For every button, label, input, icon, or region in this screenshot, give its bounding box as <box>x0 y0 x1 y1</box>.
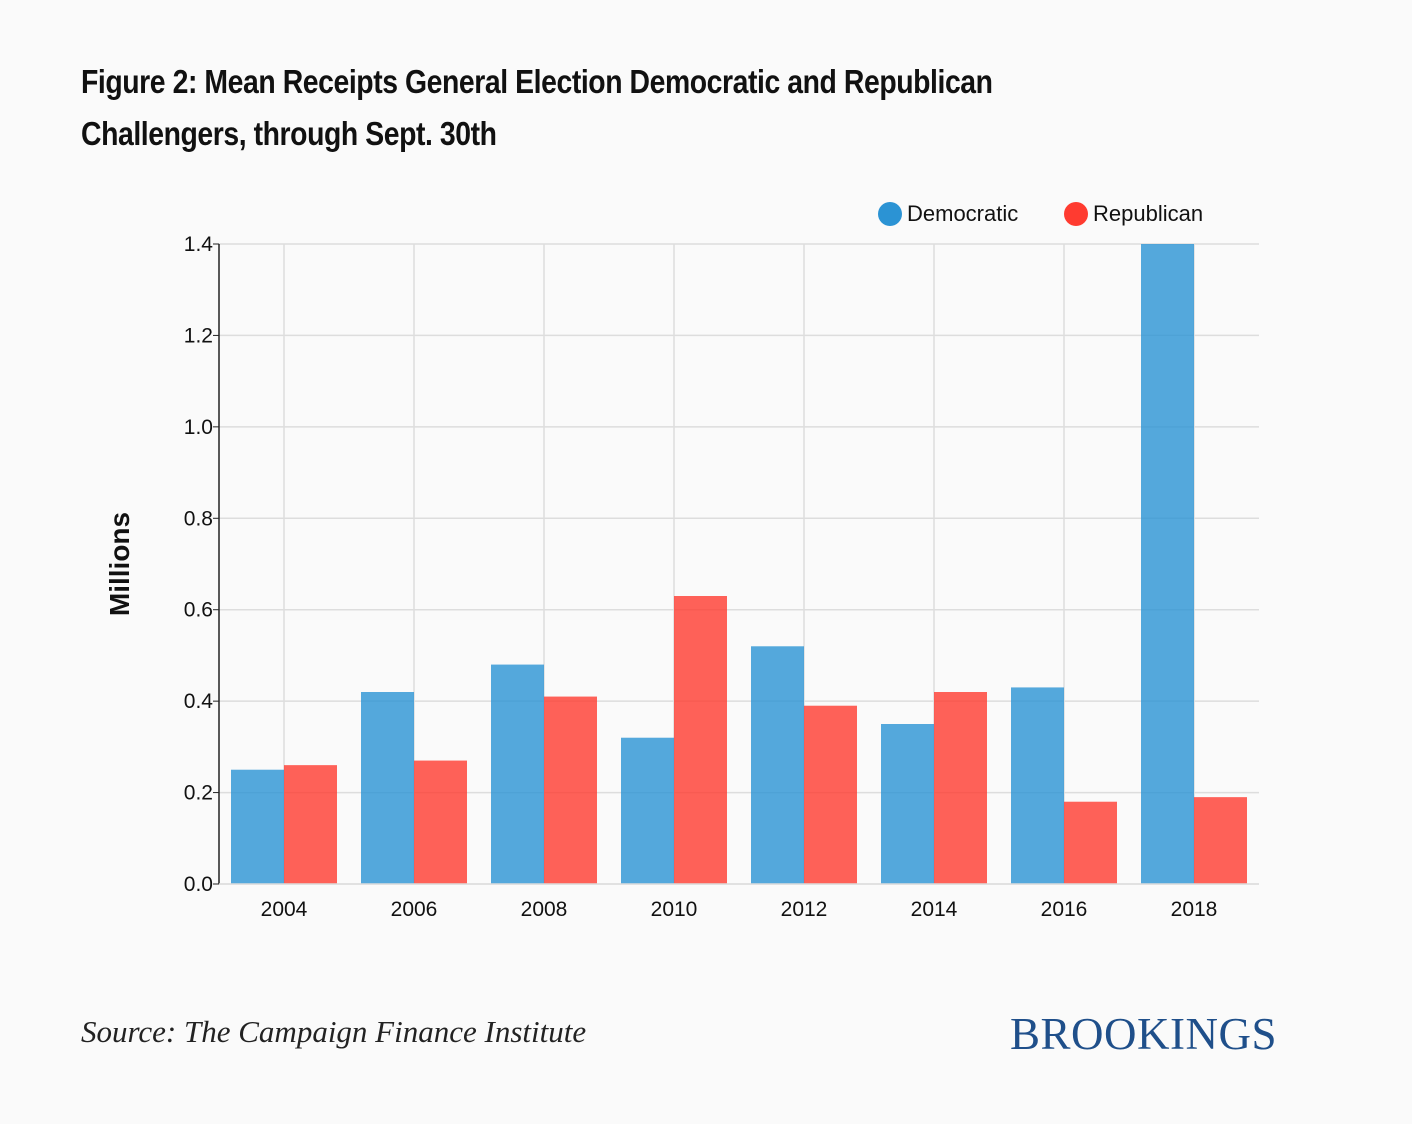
axes <box>218 244 1259 885</box>
bar-democratic-2008 <box>491 664 544 884</box>
legend-label-republican: Republican <box>1093 201 1203 226</box>
bar-democratic-2006 <box>361 692 414 884</box>
tick-labels: 0.0 0.2 0.4 0.6 0.8 1.0 1.2 1.4 2004 2006 2008 2010… <box>184 233 1218 921</box>
bar-democratic-2014 <box>881 724 934 884</box>
bar-republican-2008 <box>544 696 597 884</box>
bar-democratic-2016 <box>1011 687 1064 884</box>
y-tick-label: 0.0 <box>184 873 213 896</box>
bar-democratic-2004 <box>231 769 284 884</box>
bar-republican-2004 <box>284 765 337 884</box>
title-line-1: Figure 2: Mean Receipts General Election… <box>81 63 993 100</box>
bar-republican-2014 <box>934 692 987 884</box>
y-tick-label: 1.4 <box>184 233 214 256</box>
y-tick-label: 1.2 <box>184 324 213 347</box>
x-tick-label: 2012 <box>781 898 828 921</box>
bar-democratic-2018 <box>1141 244 1194 884</box>
x-tick-label: 2004 <box>261 898 308 921</box>
bar-republican-2018 <box>1194 797 1247 884</box>
y-tick-label: 0.2 <box>184 782 213 805</box>
legend-swatch-republican <box>1064 202 1088 226</box>
bar-republican-2012 <box>804 705 857 884</box>
source-note: Source: The Campaign Finance Institute <box>81 1014 587 1049</box>
y-axis-label: Millions <box>104 512 135 616</box>
bar-chart: 0.0 0.2 0.4 0.6 0.8 1.0 1.2 1.4 2004 2006 2008 2010… <box>104 201 1259 921</box>
bar-democratic-2012 <box>751 646 804 884</box>
brookings-logo: BROOKINGS <box>1010 1009 1278 1059</box>
x-tick-label: 2014 <box>911 898 958 921</box>
y-tick-label: 1.0 <box>184 416 213 439</box>
bar-democratic-2010 <box>621 737 674 884</box>
title-line-2: Challengers, through Sept. 30th <box>81 115 497 152</box>
x-tick-label: 2010 <box>651 898 698 921</box>
chart-title: Figure 2: Mean Receipts General Election… <box>81 56 1113 160</box>
y-tick-label: 0.6 <box>184 599 213 622</box>
legend: Democratic Republican <box>878 201 1203 226</box>
x-tick-label: 2018 <box>1171 898 1218 921</box>
x-tick-label: 2006 <box>391 898 438 921</box>
y-tick-label: 0.8 <box>184 507 213 530</box>
x-tick-label: 2016 <box>1041 898 1088 921</box>
y-tick-label: 0.4 <box>184 690 214 713</box>
bar-republican-2016 <box>1064 801 1117 884</box>
bars <box>231 244 1247 884</box>
bar-republican-2006 <box>414 760 467 884</box>
legend-swatch-democratic <box>878 202 902 226</box>
x-tick-label: 2008 <box>521 898 568 921</box>
legend-label-democratic: Democratic <box>907 201 1018 226</box>
bar-republican-2010 <box>674 596 727 884</box>
